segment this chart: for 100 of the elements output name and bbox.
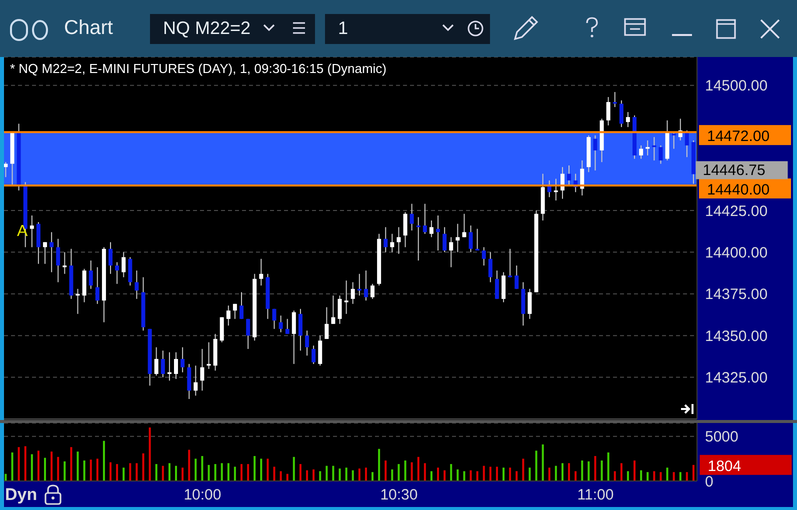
bar (561, 463, 564, 481)
bar (686, 472, 688, 481)
bar (476, 471, 478, 481)
candlestick (272, 308, 276, 330)
bar (168, 463, 170, 481)
bar (260, 458, 262, 481)
bar (194, 458, 197, 481)
chart-title: * NQ M22=2, E-MINI FUTURES (DAY), 1, 09:30-16:15 (Dynamic) (10, 61, 386, 76)
candlestick (684, 130, 689, 158)
bar (220, 463, 223, 481)
y-tick-label: 14325.00 (705, 370, 768, 387)
candlestick (422, 203, 427, 234)
bar (358, 468, 360, 481)
bar (653, 471, 656, 481)
candlestick (370, 283, 374, 300)
bar (90, 460, 92, 481)
candlestick (174, 352, 178, 380)
candlestick (528, 288, 532, 320)
candlestick (456, 223, 460, 253)
bar (509, 468, 512, 481)
bar (528, 468, 531, 481)
candlestick (122, 252, 126, 278)
candlestick (56, 238, 60, 283)
candlestick (232, 303, 237, 320)
bar (444, 470, 446, 481)
bar (30, 454, 33, 481)
text: 14446.75 (702, 162, 766, 180)
candlestick (429, 220, 434, 238)
y-tick-label: 14400.00 (705, 244, 768, 262)
bar (299, 464, 302, 481)
bar (162, 466, 164, 481)
bar (496, 466, 498, 481)
bar (214, 464, 216, 481)
bar (122, 468, 125, 481)
bar (227, 463, 230, 481)
candlestick (200, 348, 204, 392)
candlestick (619, 100, 624, 128)
bar (11, 452, 14, 481)
ref-line-label: 14440.00 (707, 181, 770, 198)
y-tick-label: 14350.00 (705, 328, 768, 345)
candlestick (580, 160, 584, 196)
x-tick-label: 10:30 (380, 486, 418, 504)
bar (391, 469, 394, 481)
candlestick (593, 134, 598, 171)
bar (456, 469, 459, 481)
bar (70, 447, 72, 481)
bar (554, 466, 557, 481)
bar (312, 469, 315, 481)
candlestick (43, 242, 48, 264)
candlestick (187, 363, 192, 400)
candlestick (285, 318, 290, 334)
x-tick-label: 11:00 (577, 486, 614, 504)
bar (234, 466, 236, 481)
candlestick (134, 270, 139, 300)
bar (672, 472, 675, 481)
candlestick (180, 346, 185, 373)
candlestick (606, 96, 610, 126)
bar (201, 456, 204, 481)
candlestick (324, 306, 329, 340)
bar (417, 456, 420, 481)
bar (24, 446, 26, 481)
bar (37, 450, 40, 481)
bar (364, 468, 367, 481)
annotation: 1804 (708, 458, 742, 475)
bar (174, 466, 177, 481)
text: Chart (64, 17, 113, 40)
bar (482, 466, 485, 481)
bar (148, 427, 151, 481)
bar (142, 453, 144, 481)
bar (64, 461, 66, 481)
bar (208, 464, 210, 481)
bar (600, 460, 603, 481)
candlestick (494, 270, 499, 300)
bar (640, 470, 642, 481)
candlestick (226, 305, 230, 326)
candlestick (154, 346, 158, 376)
bar (588, 461, 590, 481)
bar (182, 468, 184, 481)
bar (634, 460, 636, 481)
bar (273, 466, 276, 481)
bar (50, 452, 53, 481)
bar (292, 456, 295, 481)
candlestick (436, 214, 440, 252)
bar (535, 450, 538, 481)
bar (240, 464, 243, 481)
bar (280, 471, 282, 481)
bar (266, 458, 269, 481)
bar (692, 464, 694, 481)
bar (607, 452, 610, 481)
bar (620, 463, 622, 481)
candlestick (305, 330, 310, 356)
candlestick (567, 164, 572, 186)
bar (470, 470, 472, 481)
candlestick (292, 310, 296, 364)
bar (378, 448, 380, 481)
text: 1 (338, 18, 348, 39)
bar (384, 460, 387, 481)
bar (155, 464, 158, 481)
candlestick (95, 266, 100, 304)
bar (83, 460, 86, 481)
